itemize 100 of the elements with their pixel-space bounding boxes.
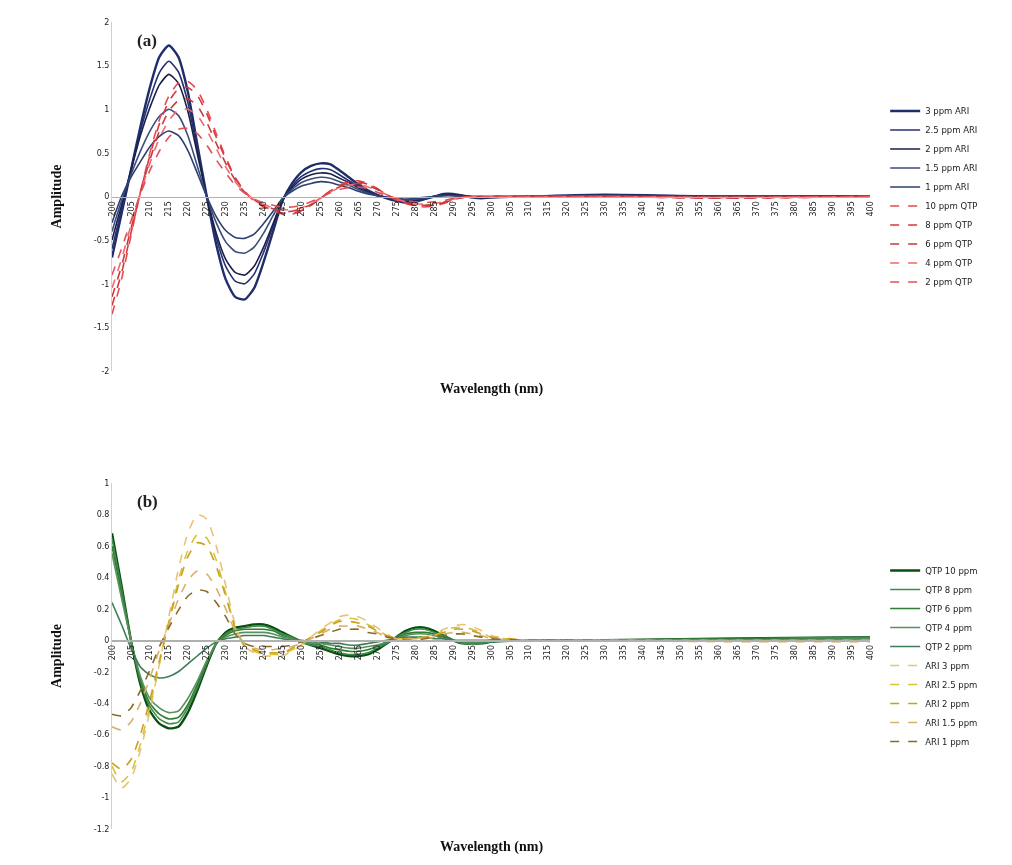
x-tick-label: 265 <box>353 644 363 661</box>
x-tick-label: 245 <box>278 201 288 217</box>
x-tick-label: 360 <box>714 644 723 661</box>
y-tick-label: -1.2 <box>93 824 110 834</box>
legend-label: ARI 2.5 ppm <box>925 679 978 690</box>
legend-label: QTP 6 ppm <box>925 603 973 614</box>
legend-label: 4 ppm QTP <box>925 258 973 269</box>
x-tick-label: 325 <box>581 644 591 661</box>
legend-label: ARI 3 ppm <box>925 660 970 671</box>
legend-label: 3 ppm ARI <box>925 106 970 117</box>
y-tick-label: 0 <box>104 636 110 646</box>
legend-label: 6 ppm QTP <box>925 239 973 250</box>
x-tick-label: 370 <box>751 644 761 661</box>
x-tick-label: 275 <box>391 644 401 661</box>
x-tick-label: 280 <box>410 644 420 661</box>
x-tick-label: 310 <box>524 201 534 217</box>
x-tick-label: 250 <box>297 644 307 661</box>
y-axis-title: Amplitude <box>49 624 65 688</box>
x-tick-label: 285 <box>429 201 439 217</box>
legend-label: ARI 1 ppm <box>925 736 970 747</box>
x-tick-label: 295 <box>467 201 477 217</box>
x-tick-label: 230 <box>221 644 231 661</box>
x-axis-title: Wavelength (nm) <box>440 839 544 855</box>
x-tick-label: 350 <box>676 644 686 661</box>
legend-label: ARI 2 ppm <box>925 698 970 709</box>
x-tick-label: 385 <box>808 201 818 217</box>
x-tick-label: 225 <box>202 644 212 661</box>
y-tick-label: 0.6 <box>96 541 110 551</box>
x-tick-label: 275 <box>391 201 401 217</box>
x-tick-label: 345 <box>657 201 667 217</box>
x-tick-label: 365 <box>732 644 742 661</box>
x-tick-label: 330 <box>600 201 610 217</box>
x-tick-label: 285 <box>429 644 439 661</box>
x-tick-label: 280 <box>410 201 420 217</box>
x-tick-label: 245 <box>278 644 288 661</box>
legend-label: 2 ppm QTP <box>925 277 973 288</box>
x-tick-label: 240 <box>259 201 269 217</box>
x-tick-label: 400 <box>865 644 875 661</box>
x-tick-label: 300 <box>486 644 496 661</box>
y-axis-title: Amplitude <box>49 164 65 229</box>
x-tick-label: 235 <box>240 644 250 661</box>
y-tick-label: -1.5 <box>93 323 110 333</box>
x-tick-label: 200 <box>107 201 117 217</box>
y-tick-label: 0.8 <box>96 510 110 520</box>
x-tick-label: 325 <box>581 201 591 217</box>
x-tick-label: 270 <box>372 201 382 217</box>
x-tick-label: 350 <box>676 201 686 217</box>
x-tick-label: 210 <box>145 644 155 661</box>
x-tick-label: 265 <box>353 201 363 217</box>
x-tick-label: 220 <box>183 644 193 661</box>
x-tick-label: 210 <box>145 201 155 217</box>
x-tick-label: 385 <box>808 644 818 661</box>
x-tick-label: 215 <box>164 644 174 661</box>
x-tick-label: 340 <box>638 201 648 217</box>
x-tick-label: 270 <box>372 644 382 661</box>
x-tick-label: 315 <box>543 644 553 661</box>
annotation: (a) <box>137 31 157 50</box>
x-tick-label: 255 <box>316 644 326 661</box>
x-tick-label: 240 <box>259 644 269 661</box>
legend-label: QTP 10 ppm <box>925 565 978 576</box>
x-tick-label: 305 <box>505 201 515 217</box>
y-tick-label: -1 <box>101 793 110 803</box>
y-tick-label: 0.4 <box>96 573 110 583</box>
x-tick-label: 205 <box>126 644 136 661</box>
legend-label: 2.5 ppm ARI <box>925 125 978 136</box>
y-tick-label: -0.4 <box>93 698 110 708</box>
x-tick-label: 255 <box>316 201 326 217</box>
x-tick-label: 335 <box>619 644 629 661</box>
x-tick-label: 260 <box>335 201 344 217</box>
x-tick-label: 295 <box>467 644 477 661</box>
y-tick-label: 1 <box>104 478 110 488</box>
x-tick-label: 260 <box>335 644 344 661</box>
x-tick-label: 330 <box>600 644 610 661</box>
x-tick-label: 250 <box>297 201 307 217</box>
y-tick-label: -0.2 <box>93 667 110 677</box>
x-tick-label: 390 <box>827 201 837 217</box>
x-tick-label: 310 <box>524 644 534 661</box>
x-tick-label: 360 <box>714 201 723 217</box>
x-tick-label: 235 <box>240 201 250 217</box>
x-tick-label: 395 <box>846 201 856 217</box>
x-tick-label: 320 <box>562 644 572 661</box>
legend-label: 8 ppm QTP <box>925 220 973 231</box>
legend-label: ARI 1.5 ppm <box>925 717 978 728</box>
y-tick-label: 0 <box>104 192 110 202</box>
legend-label: QTP 8 ppm <box>925 584 973 595</box>
x-tick-label: 365 <box>732 201 742 217</box>
x-tick-label: 355 <box>695 644 705 661</box>
x-tick-label: 215 <box>164 201 174 217</box>
legend-label: QTP 4 ppm <box>925 622 973 633</box>
x-tick-label: 205 <box>126 201 136 217</box>
x-axis-title: Wavelength (nm) <box>440 381 544 397</box>
y-tick-label: -0.5 <box>93 235 110 245</box>
x-tick-label: 345 <box>657 644 667 661</box>
x-tick-label: 380 <box>789 644 799 661</box>
y-tick-label: -0.6 <box>93 730 110 740</box>
y-tick-label: 2 <box>104 17 110 27</box>
x-tick-label: 305 <box>505 644 515 661</box>
x-tick-label: 395 <box>846 644 856 661</box>
x-tick-label: 225 <box>202 201 212 217</box>
y-tick-label: -2 <box>101 366 110 376</box>
